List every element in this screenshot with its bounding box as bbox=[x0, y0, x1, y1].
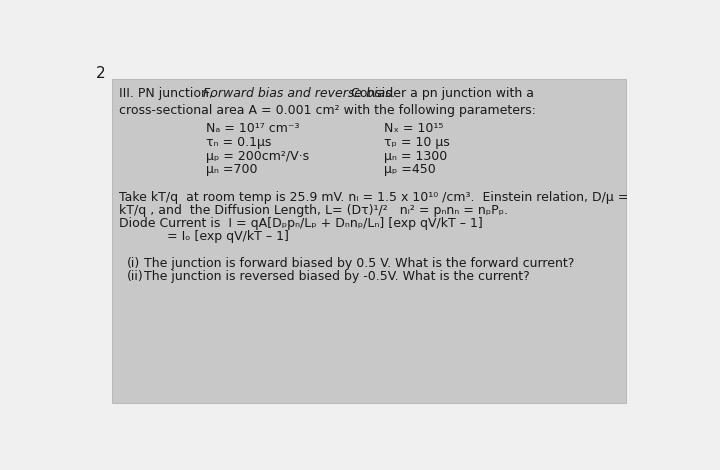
Text: kT/q , and  the Diffusion Length, L= (Dτ)¹/²   nᵢ² = pₙnₙ = nₚPₚ.: kT/q , and the Diffusion Length, L= (Dτ)… bbox=[120, 204, 508, 217]
Text: Forward bias and reverse bias.: Forward bias and reverse bias. bbox=[203, 87, 396, 100]
Text: Nₐ = 10¹⁷ cm⁻³: Nₐ = 10¹⁷ cm⁻³ bbox=[206, 122, 300, 135]
Text: = Iₒ [exp qV/kT – 1]: = Iₒ [exp qV/kT – 1] bbox=[120, 230, 289, 243]
FancyBboxPatch shape bbox=[112, 79, 626, 403]
Text: (ii): (ii) bbox=[127, 270, 144, 283]
Text: Diode Current is  I = qA[Dₚpₙ/Lₚ + Dₙnₚ/Lₙ] [exp qV/kT – 1]: Diode Current is I = qA[Dₚpₙ/Lₚ + Dₙnₚ/L… bbox=[120, 217, 483, 230]
Text: The junction is reversed biased by -0.5V. What is the current?: The junction is reversed biased by -0.5V… bbox=[144, 270, 530, 283]
Text: 2: 2 bbox=[96, 66, 106, 81]
Text: Consider a pn junction with a: Consider a pn junction with a bbox=[347, 87, 534, 100]
Text: cross-sectional area A = 0.001 cm² with the following parameters:: cross-sectional area A = 0.001 cm² with … bbox=[120, 104, 536, 117]
Text: μₙ = 1300: μₙ = 1300 bbox=[384, 149, 448, 163]
Text: τₚ = 10 μs: τₚ = 10 μs bbox=[384, 136, 450, 149]
Text: τₙ = 0.1μs: τₙ = 0.1μs bbox=[206, 136, 271, 149]
Text: (i): (i) bbox=[127, 257, 140, 270]
Text: Take kT/q  at room temp is 25.9 mV. nᵢ = 1.5 x 10¹⁰ /cm³.  Einstein relation, D/: Take kT/q at room temp is 25.9 mV. nᵢ = … bbox=[120, 191, 629, 204]
Text: μₚ = 200cm²/V·s: μₚ = 200cm²/V·s bbox=[206, 149, 310, 163]
Text: Nₓ = 10¹⁵: Nₓ = 10¹⁵ bbox=[384, 122, 444, 135]
Text: μₙ =700: μₙ =700 bbox=[206, 164, 258, 176]
Text: The junction is forward biased by 0.5 V. What is the forward current?: The junction is forward biased by 0.5 V.… bbox=[144, 257, 575, 270]
Text: μₚ =450: μₚ =450 bbox=[384, 164, 436, 176]
Text: III. PN junction,: III. PN junction, bbox=[120, 87, 217, 100]
